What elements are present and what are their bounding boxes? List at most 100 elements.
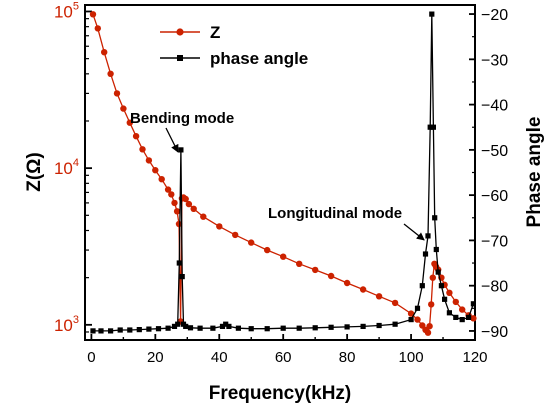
z-point — [89, 11, 97, 18]
z-point — [175, 220, 183, 228]
y-right-tick-label: −80 — [481, 279, 508, 296]
z-point — [428, 301, 435, 308]
z-point — [164, 186, 172, 193]
x-tick-label: 60 — [275, 349, 292, 366]
z-point — [280, 253, 287, 260]
phase-point — [136, 327, 142, 333]
z-point — [145, 157, 153, 164]
phase-point — [376, 322, 382, 329]
phase-point — [414, 305, 421, 311]
z-point — [426, 323, 433, 330]
y-right-tick-label: −30 — [481, 52, 508, 69]
x-tick-label: 20 — [147, 349, 164, 366]
x-tick-label: 40 — [211, 349, 228, 366]
z-point — [101, 49, 108, 56]
phase-point — [429, 11, 435, 17]
series-layer — [89, 11, 477, 336]
phase-point — [433, 246, 439, 253]
z-point — [94, 25, 102, 32]
x-tick-label: 120 — [462, 349, 487, 366]
phase-point — [312, 325, 318, 331]
y-right-tick-label: −50 — [481, 143, 508, 160]
annotation-layer: Bending mode Longitudinal mode — [130, 110, 425, 241]
phase-point — [219, 323, 226, 329]
phase-point — [183, 323, 189, 329]
legend-z-marker — [176, 28, 184, 36]
phase-point — [178, 147, 184, 153]
left-y-axis-label: Z(Ω) — [24, 152, 45, 192]
annotation-arrow — [165, 127, 179, 153]
z-point — [190, 205, 197, 212]
z-point — [171, 199, 178, 207]
z-point — [200, 213, 207, 220]
phase-point — [248, 326, 254, 332]
phase-point — [427, 124, 433, 130]
z-point — [327, 272, 335, 280]
z-point — [158, 176, 165, 183]
x-axis-label: Frequency(kHz) — [209, 383, 352, 404]
y-right-tick-label: −40 — [481, 98, 508, 115]
phase-point — [442, 296, 448, 302]
phase-point — [127, 327, 133, 333]
phase-point — [175, 321, 181, 327]
z-point — [216, 223, 223, 230]
phase-point — [264, 326, 270, 332]
phase-point — [165, 325, 171, 331]
z-point — [470, 315, 477, 322]
z-point — [113, 90, 121, 97]
y-right-tick-label: −70 — [481, 233, 508, 250]
right-y-axis: −90 −80 −70 −60 −50 −40 −30 −20 — [469, 7, 508, 341]
z-point — [139, 146, 146, 153]
annotation-bending-mode: Bending mode — [130, 110, 234, 127]
z-point — [132, 133, 140, 140]
z-point — [152, 167, 159, 174]
phase-point — [171, 323, 178, 329]
phase-point — [432, 215, 438, 221]
phase-point — [328, 324, 334, 330]
phase-point — [90, 328, 96, 334]
z-point — [120, 105, 127, 112]
phase-point — [422, 251, 429, 257]
y-left-tick-label: 103 — [54, 314, 79, 335]
legend-phase-label: phase angle — [210, 49, 308, 68]
z-point — [185, 200, 193, 208]
z-point — [391, 299, 399, 307]
phase-point — [197, 325, 203, 331]
phase-point — [226, 323, 232, 329]
phase-point — [392, 321, 398, 327]
phase-point — [408, 317, 414, 323]
x-axis: 0 20 40 60 80 100 120 — [87, 334, 488, 366]
phase-point — [425, 233, 431, 239]
phase-point — [466, 314, 472, 320]
phase-point — [117, 327, 123, 333]
phase-point — [446, 310, 452, 316]
y-left-tick-label: 104 — [54, 157, 79, 178]
z-point — [296, 260, 303, 267]
z-point — [343, 279, 351, 287]
phase-point — [210, 325, 216, 331]
z-point — [414, 316, 421, 323]
z-point — [107, 70, 114, 78]
x-tick-label: 80 — [339, 349, 356, 366]
phase-point — [435, 269, 441, 275]
z-point — [126, 119, 133, 126]
z-point — [173, 208, 181, 215]
z-point — [459, 306, 466, 313]
z-point — [312, 266, 319, 274]
z-point — [446, 289, 453, 296]
phase-point — [187, 325, 194, 331]
z-point — [407, 310, 415, 317]
z-point — [375, 293, 383, 300]
z-point — [264, 246, 271, 254]
z-point — [232, 231, 239, 239]
x-tick-label: 100 — [399, 349, 424, 366]
phase-point — [146, 326, 152, 332]
phase-point — [235, 325, 241, 331]
phase-point — [98, 328, 104, 334]
phase-point — [430, 124, 436, 130]
phase-point — [155, 326, 162, 332]
z-point — [168, 191, 175, 198]
